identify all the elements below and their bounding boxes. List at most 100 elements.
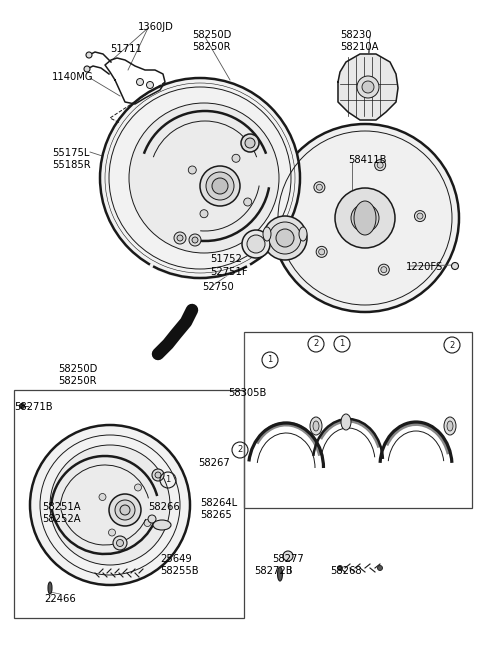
Text: 1360JD: 1360JD — [138, 22, 174, 32]
Ellipse shape — [50, 445, 170, 565]
Text: 1220FS: 1220FS — [406, 262, 443, 272]
Ellipse shape — [337, 566, 343, 570]
Text: 52751F: 52751F — [210, 267, 248, 277]
Ellipse shape — [188, 166, 196, 174]
Ellipse shape — [417, 213, 423, 219]
Ellipse shape — [377, 566, 383, 570]
Text: 58252A: 58252A — [42, 514, 81, 524]
Ellipse shape — [30, 425, 190, 585]
Ellipse shape — [263, 216, 307, 260]
Text: 58267: 58267 — [198, 458, 230, 468]
Bar — [244, 332, 472, 508]
Ellipse shape — [153, 520, 171, 530]
Ellipse shape — [381, 267, 387, 273]
Ellipse shape — [277, 567, 283, 581]
Text: 55185R: 55185R — [52, 160, 91, 170]
Ellipse shape — [316, 246, 327, 257]
Ellipse shape — [120, 505, 130, 515]
Ellipse shape — [319, 249, 324, 255]
Ellipse shape — [84, 66, 90, 72]
Ellipse shape — [117, 540, 123, 546]
Text: 58255B: 58255B — [160, 566, 199, 576]
Text: 2: 2 — [449, 341, 455, 349]
Text: 58305B: 58305B — [228, 388, 266, 398]
Ellipse shape — [313, 421, 319, 431]
Text: 2: 2 — [238, 446, 242, 454]
Text: 1: 1 — [166, 476, 170, 484]
Ellipse shape — [177, 235, 183, 241]
Bar — [14, 390, 244, 618]
Text: 58250R: 58250R — [192, 42, 230, 52]
Ellipse shape — [362, 81, 374, 93]
Text: 58268: 58268 — [330, 566, 361, 576]
Ellipse shape — [245, 138, 255, 148]
Polygon shape — [338, 54, 398, 120]
Ellipse shape — [86, 52, 92, 58]
Ellipse shape — [232, 154, 240, 162]
Ellipse shape — [115, 500, 135, 520]
Ellipse shape — [377, 162, 383, 168]
Ellipse shape — [263, 227, 271, 241]
Ellipse shape — [310, 417, 322, 435]
Ellipse shape — [206, 172, 234, 200]
Ellipse shape — [146, 81, 154, 88]
Ellipse shape — [283, 551, 293, 561]
Text: 55175L: 55175L — [52, 148, 89, 158]
Ellipse shape — [341, 414, 351, 430]
Text: 58210A: 58210A — [340, 42, 379, 52]
Text: 22466: 22466 — [44, 594, 76, 604]
Ellipse shape — [354, 201, 376, 235]
Ellipse shape — [48, 582, 52, 594]
Ellipse shape — [155, 472, 161, 478]
Text: 1140MG: 1140MG — [52, 72, 94, 82]
Text: 25649: 25649 — [160, 554, 192, 564]
Ellipse shape — [244, 198, 252, 206]
Ellipse shape — [375, 160, 385, 170]
Ellipse shape — [200, 166, 240, 206]
Ellipse shape — [134, 484, 142, 491]
Ellipse shape — [100, 78, 300, 278]
Ellipse shape — [129, 103, 279, 253]
Ellipse shape — [357, 76, 379, 98]
Text: 58230: 58230 — [340, 30, 372, 40]
Ellipse shape — [378, 264, 389, 275]
Text: 58277: 58277 — [272, 554, 304, 564]
Ellipse shape — [335, 188, 395, 248]
Text: 2: 2 — [313, 339, 319, 349]
Ellipse shape — [452, 263, 458, 269]
Ellipse shape — [108, 529, 116, 536]
Text: 58264L: 58264L — [200, 498, 237, 508]
Text: 58411B: 58411B — [348, 155, 386, 165]
Ellipse shape — [447, 421, 453, 431]
Text: 58251A: 58251A — [42, 502, 81, 512]
Ellipse shape — [316, 184, 323, 190]
Ellipse shape — [144, 520, 151, 526]
Text: 58271B: 58271B — [14, 402, 53, 412]
Ellipse shape — [241, 134, 259, 152]
Text: 51711: 51711 — [110, 44, 142, 54]
Text: 1: 1 — [267, 355, 273, 365]
Text: 1: 1 — [339, 339, 345, 349]
Ellipse shape — [299, 227, 307, 241]
Text: 58250D: 58250D — [192, 30, 231, 40]
Ellipse shape — [174, 232, 186, 244]
Ellipse shape — [414, 210, 425, 222]
Text: 52750: 52750 — [202, 282, 234, 292]
Ellipse shape — [212, 178, 228, 194]
Text: 58250R: 58250R — [58, 376, 96, 386]
Ellipse shape — [269, 222, 301, 254]
Ellipse shape — [113, 536, 127, 550]
Ellipse shape — [20, 403, 24, 409]
Ellipse shape — [109, 494, 141, 526]
Ellipse shape — [99, 494, 106, 500]
Ellipse shape — [136, 79, 144, 86]
Ellipse shape — [444, 417, 456, 435]
Ellipse shape — [351, 204, 379, 232]
Text: 51752: 51752 — [210, 254, 242, 264]
Ellipse shape — [276, 229, 294, 247]
Ellipse shape — [314, 182, 325, 193]
Ellipse shape — [200, 210, 208, 218]
Text: 58272B: 58272B — [254, 566, 293, 576]
Ellipse shape — [242, 230, 270, 258]
Ellipse shape — [247, 235, 265, 253]
